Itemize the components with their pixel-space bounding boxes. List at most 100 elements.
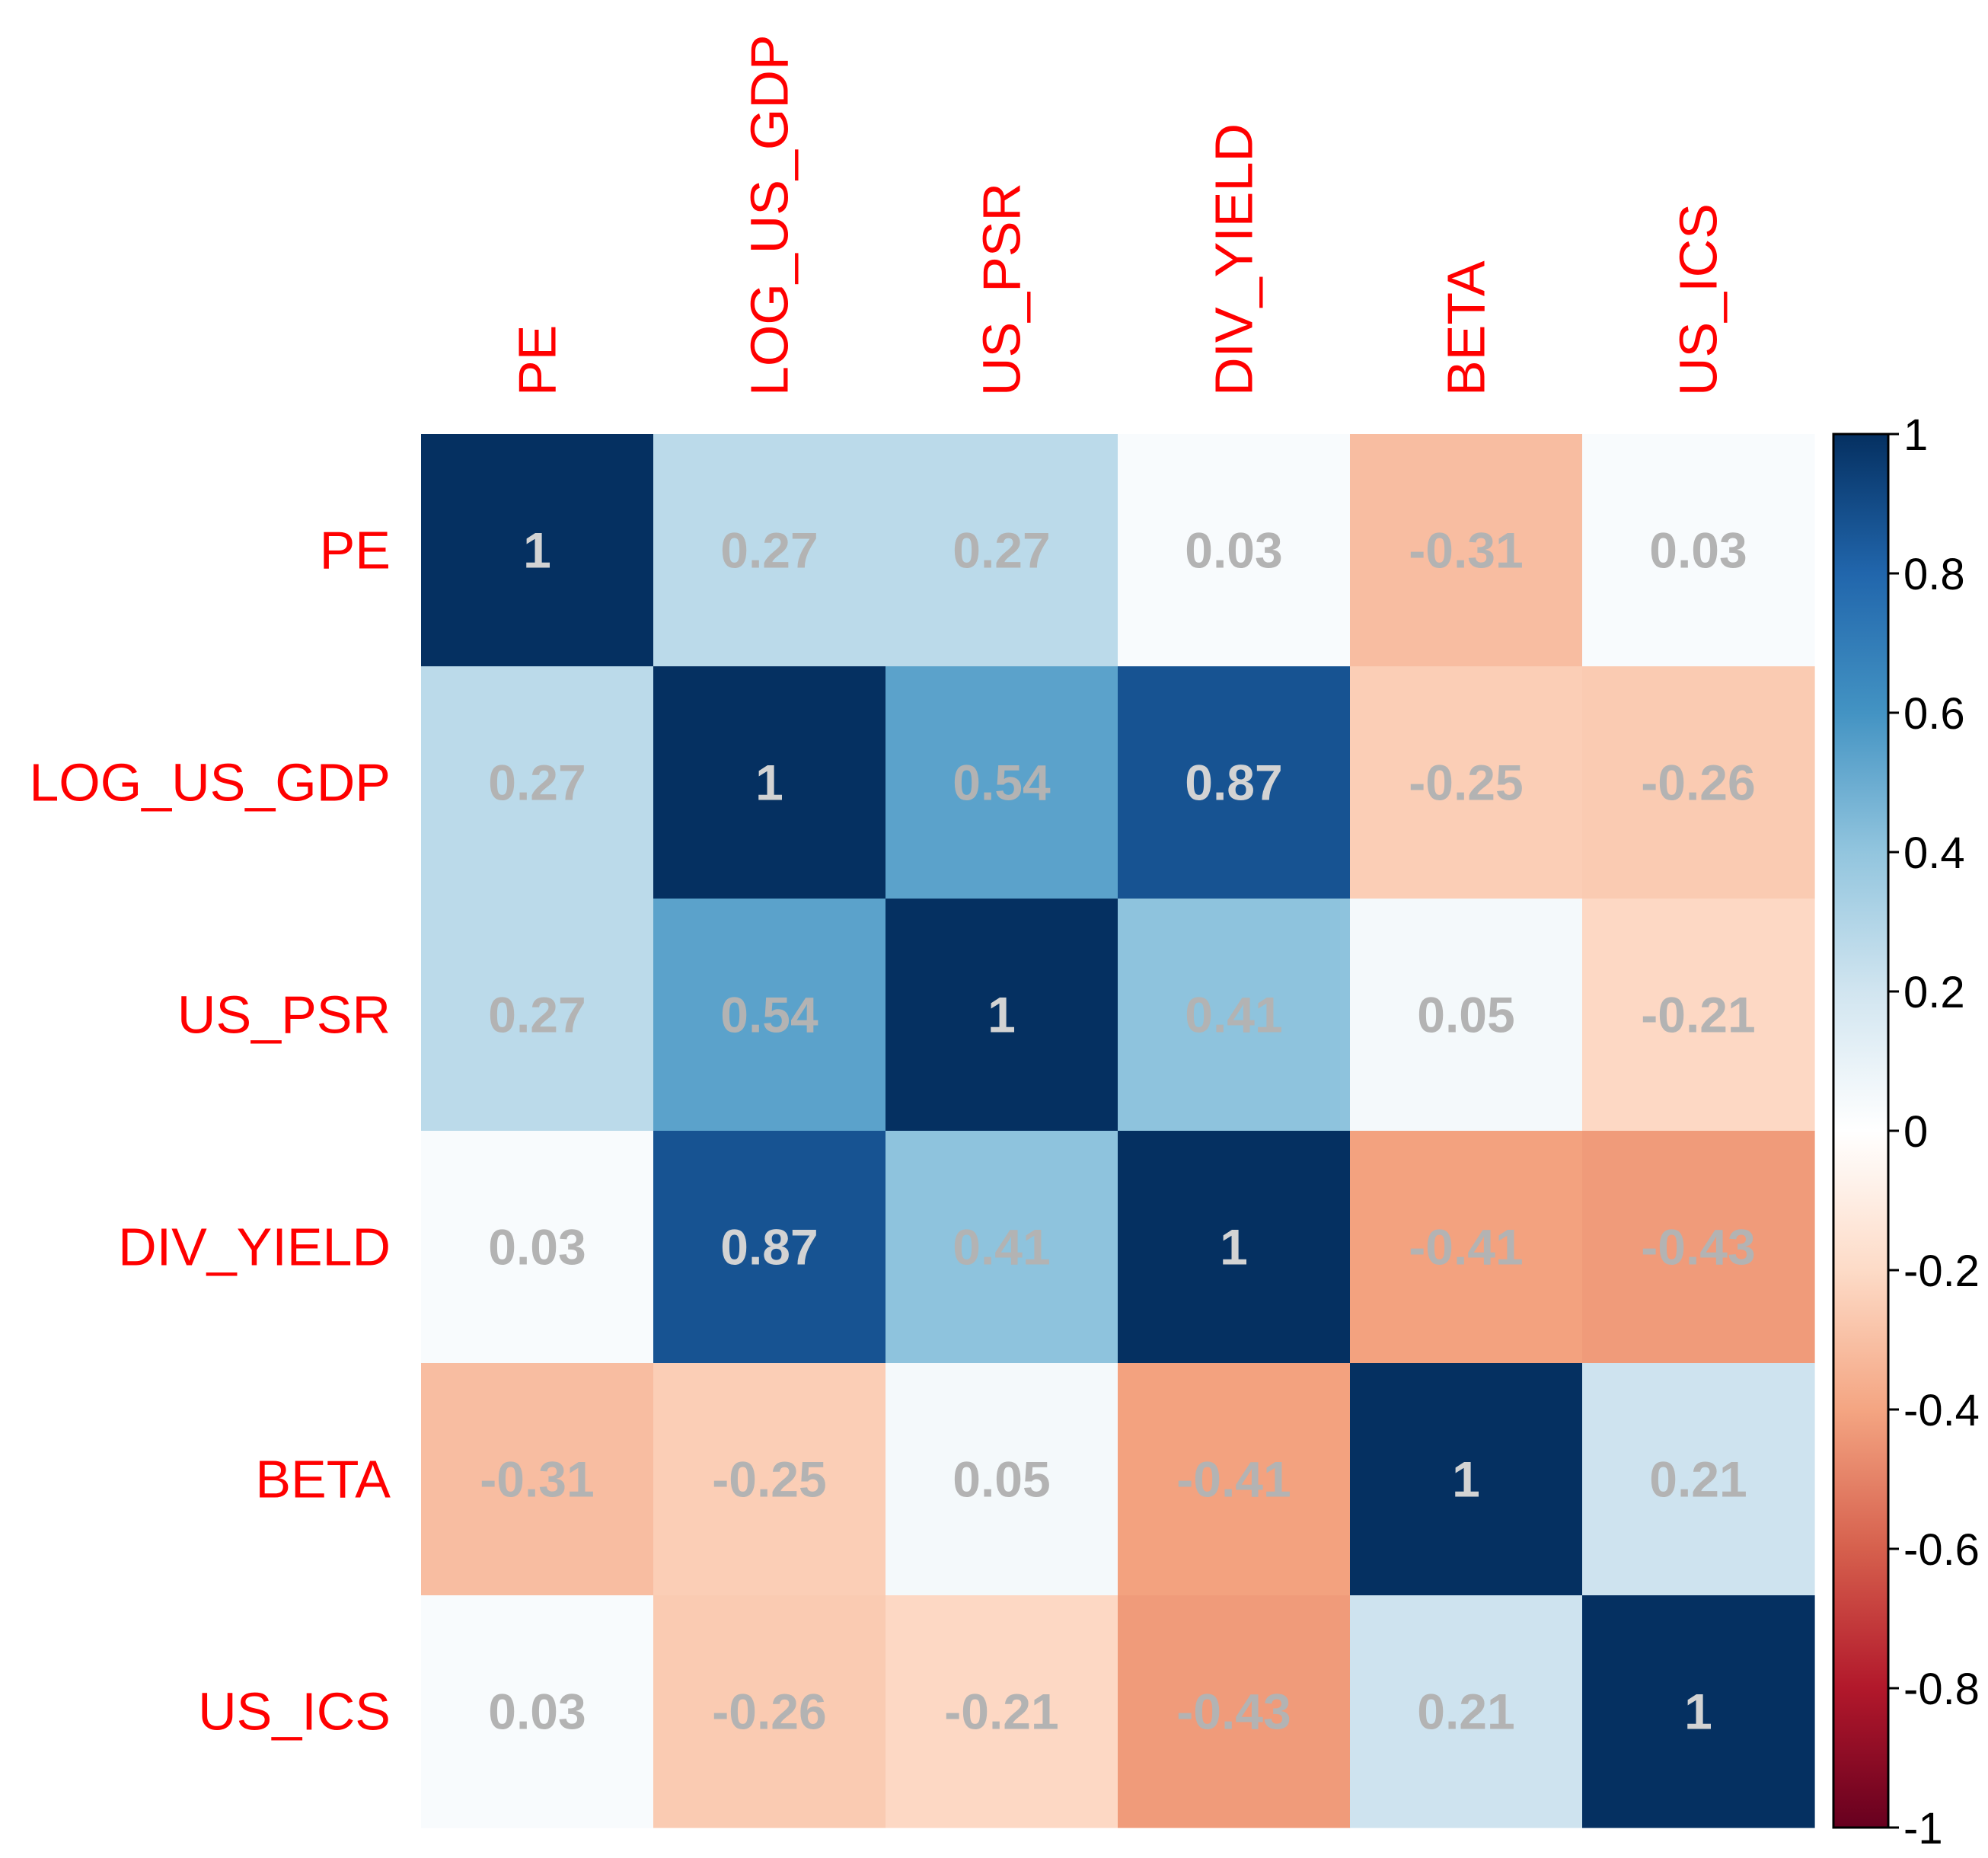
- cell-label-beta-log-us-gdp: -0.25: [712, 1451, 826, 1508]
- cell-label-div-yield-beta: -0.41: [1409, 1219, 1523, 1275]
- cell-label-us-psr-log-us-gdp: 0.54: [720, 987, 818, 1043]
- colorbar-tick-label: -0.8: [1903, 1665, 1980, 1714]
- cell-us-psr-us-ics: [1582, 899, 1815, 1132]
- cell-label-us-ics-log-us-gdp: -0.26: [712, 1684, 826, 1740]
- colorbar-tick-label: 1: [1903, 410, 1928, 460]
- colorbar-tick-label: 0.6: [1903, 689, 1965, 739]
- column-labels: PE LOG_US_GDP US_PSR DIV_YIELD BETA US_ICS: [508, 34, 1728, 396]
- row-label-us-ics: US_ICS: [198, 1682, 391, 1741]
- cell-label-div-yield-div-yield: 1: [1220, 1219, 1248, 1275]
- cell-pe-pe: [421, 434, 654, 667]
- cell-label-log-us-gdp-us-psr: 0.54: [953, 755, 1051, 811]
- cell-label-us-psr-us-ics: -0.21: [1641, 987, 1755, 1043]
- colorbar-tick-label: -0.4: [1903, 1386, 1980, 1435]
- cell-log-us-gdp-pe: [421, 666, 654, 899]
- cell-beta-beta: [1350, 1363, 1583, 1596]
- column-label-us-psr: US_PSR: [972, 183, 1032, 396]
- colorbar: 1 0.8 0.6 0.4 0.2 0 -0.2 -0.4 -0.6 -0.8 -1: [1832, 410, 1980, 1853]
- cell-label-us-psr-us-psr: 1: [988, 987, 1016, 1043]
- cell-beta-pe: [421, 1363, 654, 1596]
- cell-us-psr-pe: [421, 899, 654, 1132]
- cell-label-pe-div-yield: 0.03: [1185, 522, 1282, 579]
- heatmap-cells: [421, 434, 1815, 1828]
- row-labels: PE LOG_US_GDP US_PSR DIV_YIELD BETA US_ICS: [29, 521, 391, 1741]
- cell-div-yield-pe: [421, 1131, 654, 1364]
- cell-us-ics-us-ics: [1582, 1595, 1815, 1828]
- cell-label-log-us-gdp-log-us-gdp: 1: [755, 755, 783, 811]
- cell-label-beta-us-ics: 0.21: [1649, 1451, 1747, 1508]
- colorbar-tick-label: -0.6: [1903, 1525, 1980, 1575]
- cell-log-us-gdp-us-psr: [886, 666, 1118, 899]
- row-label-beta: BETA: [255, 1450, 391, 1509]
- cell-label-beta-div-yield: -0.41: [1176, 1451, 1291, 1508]
- cell-label-pe-pe: 1: [523, 522, 551, 579]
- column-label-pe: PE: [508, 325, 567, 396]
- row-label-div-yield: DIV_YIELD: [118, 1218, 391, 1277]
- cell-log-us-gdp-us-ics: [1582, 666, 1815, 899]
- cell-label-us-psr-beta: 0.05: [1417, 987, 1514, 1043]
- cell-us-ics-beta: [1350, 1595, 1583, 1828]
- cell-pe-us-ics: [1582, 434, 1815, 667]
- column-label-div-yield: DIV_YIELD: [1205, 123, 1264, 396]
- cell-pe-us-psr: [886, 434, 1118, 667]
- cell-label-log-us-gdp-beta: -0.25: [1409, 755, 1523, 811]
- cell-log-us-gdp-beta: [1350, 666, 1583, 899]
- cell-beta-log-us-gdp: [653, 1363, 886, 1596]
- heatmap-cell-labels: 1 0.27 0.27 0.03 -0.31 0.03 0.27 1 0.54 0.87 -0.25…: [480, 522, 1755, 1740]
- cell-div-yield-log-us-gdp: [653, 1131, 886, 1364]
- cell-label-log-us-gdp-pe: 0.27: [488, 755, 586, 811]
- cell-div-yield-div-yield: [1118, 1131, 1351, 1364]
- cell-label-us-ics-beta: 0.21: [1417, 1684, 1514, 1740]
- cell-log-us-gdp-log-us-gdp: [653, 666, 886, 899]
- cell-beta-us-ics: [1582, 1363, 1815, 1596]
- cell-log-us-gdp-div-yield: [1118, 666, 1351, 899]
- cell-label-us-psr-div-yield: 0.41: [1185, 987, 1282, 1043]
- colorbar-tick-label: 0.8: [1903, 550, 1965, 599]
- cell-div-yield-beta: [1350, 1131, 1583, 1364]
- cell-label-beta-pe: -0.31: [480, 1451, 594, 1508]
- cell-pe-log-us-gdp: [653, 434, 886, 667]
- cell-label-log-us-gdp-div-yield: 0.87: [1185, 755, 1282, 811]
- row-label-us-psr: US_PSR: [177, 985, 391, 1045]
- cell-beta-us-psr: [886, 1363, 1118, 1596]
- cell-us-psr-div-yield: [1118, 899, 1351, 1132]
- cell-label-us-ics-us-ics: 1: [1684, 1684, 1712, 1740]
- cell-div-yield-us-psr: [886, 1131, 1118, 1364]
- cell-beta-div-yield: [1118, 1363, 1351, 1596]
- cell-label-div-yield-us-ics: -0.43: [1641, 1219, 1755, 1275]
- colorbar-gradient: [1832, 433, 1890, 1829]
- colorbar-tick-label: -1: [1903, 1804, 1943, 1853]
- cell-pe-div-yield: [1118, 434, 1351, 667]
- cell-div-yield-us-ics: [1582, 1131, 1815, 1364]
- colorbar-tick-label: -0.2: [1903, 1247, 1980, 1296]
- cell-label-us-ics-us-psr: -0.21: [944, 1684, 1058, 1740]
- cell-label-us-psr-pe: 0.27: [488, 987, 586, 1043]
- cell-us-psr-log-us-gdp: [653, 899, 886, 1132]
- row-label-log-us-gdp: LOG_US_GDP: [29, 753, 391, 812]
- cell-us-psr-us-psr: [886, 899, 1118, 1132]
- column-label-beta: BETA: [1437, 260, 1496, 396]
- cell-label-div-yield-pe: 0.03: [488, 1219, 586, 1275]
- cell-label-us-ics-pe: 0.03: [488, 1684, 586, 1740]
- colorbar-tick-label: 0.2: [1903, 968, 1965, 1017]
- column-label-log-us-gdp: LOG_US_GDP: [740, 34, 799, 396]
- cell-label-beta-beta: 1: [1452, 1451, 1480, 1508]
- cell-label-div-yield-log-us-gdp: 0.87: [720, 1219, 818, 1275]
- cell-label-pe-us-ics: 0.03: [1649, 522, 1747, 579]
- cell-label-pe-beta: -0.31: [1409, 522, 1523, 579]
- row-label-pe: PE: [320, 521, 391, 580]
- cell-label-pe-log-us-gdp: 0.27: [720, 522, 818, 579]
- cell-pe-beta: [1350, 434, 1583, 667]
- cell-us-psr-beta: [1350, 899, 1583, 1132]
- cell-label-div-yield-us-psr: 0.41: [953, 1219, 1050, 1275]
- cell-us-ics-pe: [421, 1595, 654, 1828]
- cell-us-ics-log-us-gdp: [653, 1595, 886, 1828]
- column-label-us-ics: US_ICS: [1669, 203, 1728, 396]
- cell-label-beta-us-psr: 0.05: [953, 1451, 1050, 1508]
- cell-label-log-us-gdp-us-ics: -0.26: [1641, 755, 1755, 811]
- colorbar-tick-label: 0.4: [1903, 828, 1965, 878]
- cell-label-pe-us-psr: 0.27: [953, 522, 1050, 579]
- colorbar-tick-label: 0: [1903, 1107, 1928, 1157]
- cell-us-ics-us-psr: [886, 1595, 1118, 1828]
